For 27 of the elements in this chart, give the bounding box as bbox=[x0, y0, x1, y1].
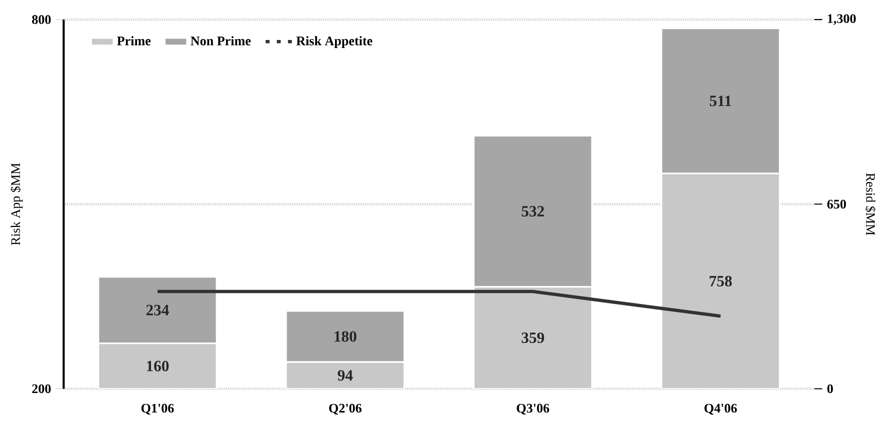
x-tick-label: Q2'06 bbox=[329, 404, 362, 415]
y2-axis-title: Resid $MM bbox=[865, 173, 876, 236]
data-label: 160 bbox=[147, 360, 169, 372]
legend-label: Risk Appetite bbox=[296, 36, 372, 48]
data-label: 94 bbox=[338, 370, 353, 381]
bar bbox=[285, 310, 406, 363]
legend-label: Prime bbox=[117, 36, 151, 46]
bar bbox=[472, 286, 593, 389]
y-axis-title: Risk App $MM bbox=[10, 163, 23, 246]
bar bbox=[660, 172, 780, 389]
x-tick-label: Q1'06 bbox=[141, 404, 174, 415]
x-tick-label: Q4'06 bbox=[704, 404, 737, 415]
data-label: 234 bbox=[146, 304, 169, 316]
bar bbox=[98, 342, 218, 389]
y2-tick-label: 0 bbox=[827, 384, 833, 394]
x-tick-label: Q3'06 bbox=[516, 404, 550, 415]
data-label: 359 bbox=[522, 332, 544, 344]
data-label: 180 bbox=[334, 331, 356, 342]
legend-label: Non Prime bbox=[190, 36, 251, 46]
y-tick-label: 800 bbox=[32, 15, 51, 24]
y2-tick-label: 1,300 bbox=[828, 14, 856, 26]
y-tick-label: 200 bbox=[32, 384, 51, 394]
bar bbox=[285, 361, 406, 389]
data-label: 532 bbox=[522, 206, 544, 217]
y2-tick-label: 650 bbox=[827, 200, 846, 209]
data-label: 511 bbox=[710, 96, 732, 106]
data-label: 758 bbox=[710, 276, 732, 286]
